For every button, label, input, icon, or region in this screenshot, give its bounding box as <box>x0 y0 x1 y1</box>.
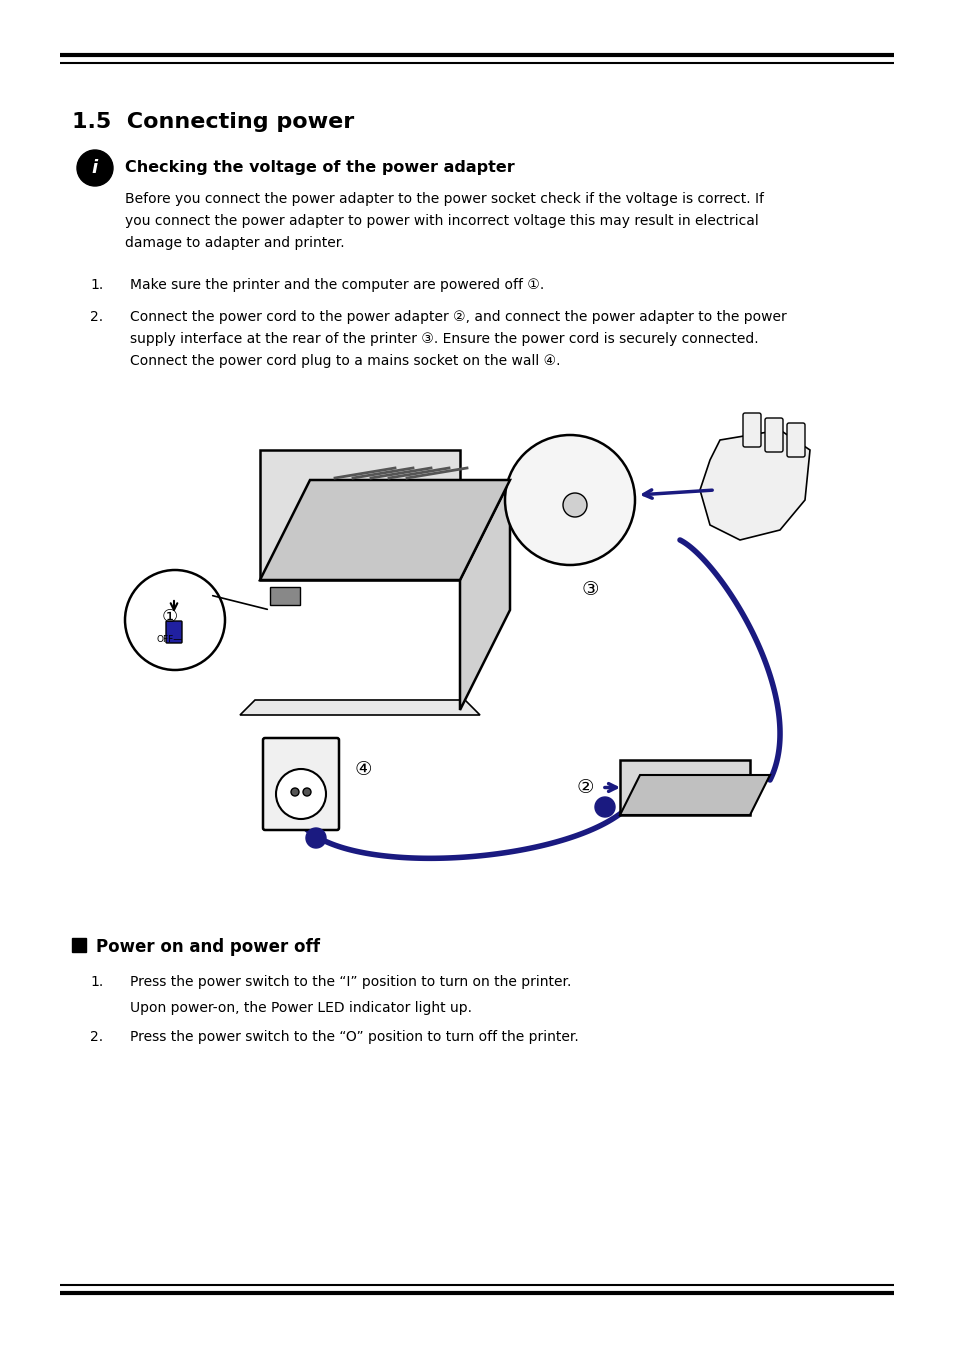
Text: ④: ④ <box>355 760 372 779</box>
FancyBboxPatch shape <box>270 587 299 605</box>
FancyBboxPatch shape <box>764 418 782 452</box>
Circle shape <box>306 828 326 848</box>
Text: Press the power switch to the “I” position to turn on the printer.: Press the power switch to the “I” positi… <box>130 975 571 990</box>
FancyBboxPatch shape <box>742 413 760 447</box>
Text: 1.: 1. <box>90 278 103 292</box>
Text: damage to adapter and printer.: damage to adapter and printer. <box>125 236 344 250</box>
Circle shape <box>303 788 311 796</box>
Text: ③: ③ <box>580 580 598 599</box>
Text: OFF—: OFF— <box>157 634 183 644</box>
Text: Connect the power cord plug to a mains socket on the wall ④.: Connect the power cord plug to a mains s… <box>130 354 560 369</box>
FancyBboxPatch shape <box>263 738 338 830</box>
Text: Before you connect the power adapter to the power socket check if the voltage is: Before you connect the power adapter to … <box>125 192 763 207</box>
Polygon shape <box>459 481 510 710</box>
Circle shape <box>562 493 586 517</box>
Text: Press the power switch to the “O” position to turn off the printer.: Press the power switch to the “O” positi… <box>130 1030 578 1044</box>
Polygon shape <box>700 431 809 540</box>
Text: 1.: 1. <box>90 975 103 990</box>
Circle shape <box>275 769 326 819</box>
Polygon shape <box>260 481 510 580</box>
FancyBboxPatch shape <box>166 621 182 643</box>
Text: Power on and power off: Power on and power off <box>96 938 319 956</box>
Text: ①: ① <box>162 608 178 626</box>
Text: Connect the power cord to the power adapter ②, and connect the power adapter to : Connect the power cord to the power adap… <box>130 310 786 324</box>
Circle shape <box>504 435 635 566</box>
FancyBboxPatch shape <box>619 760 749 815</box>
Text: Checking the voltage of the power adapter: Checking the voltage of the power adapte… <box>125 161 515 176</box>
Text: ②: ② <box>576 778 593 796</box>
FancyBboxPatch shape <box>260 450 459 580</box>
Text: you connect the power adapter to power with incorrect voltage this may result in: you connect the power adapter to power w… <box>125 215 758 228</box>
Text: 1.5  Connecting power: 1.5 Connecting power <box>71 112 354 132</box>
Circle shape <box>125 570 225 670</box>
Text: supply interface at the rear of the printer ③. Ensure the power cord is securely: supply interface at the rear of the prin… <box>130 332 758 346</box>
Text: 2.: 2. <box>90 1030 103 1044</box>
Circle shape <box>595 796 615 817</box>
Polygon shape <box>240 701 479 716</box>
Text: Make sure the printer and the computer are powered off ①.: Make sure the printer and the computer a… <box>130 278 543 292</box>
Circle shape <box>77 150 112 186</box>
Text: 2.: 2. <box>90 310 103 324</box>
Bar <box>71 938 86 952</box>
Text: Upon power-on, the Power LED indicator light up.: Upon power-on, the Power LED indicator l… <box>130 1000 472 1015</box>
Circle shape <box>291 788 298 796</box>
Polygon shape <box>619 775 769 815</box>
FancyBboxPatch shape <box>786 423 804 458</box>
Text: i: i <box>91 159 98 177</box>
